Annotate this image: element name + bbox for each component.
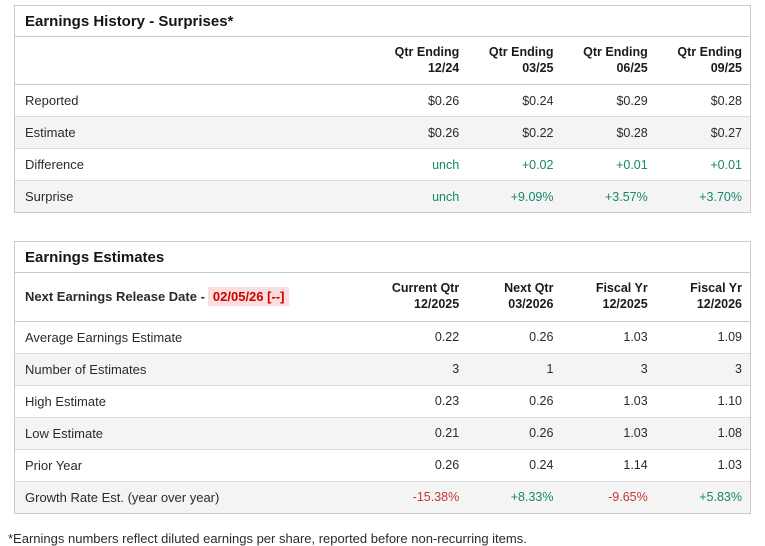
earnings-estimates-title: Earnings Estimates <box>15 242 750 274</box>
earnings-estimates-header-row: Next Earnings Release Date -02/05/26 [--… <box>15 273 750 321</box>
row-label: Reported <box>25 93 79 109</box>
cell-value: $0.24 <box>522 93 554 108</box>
cell-value: 1.14 <box>623 458 648 472</box>
cell-value: 0.26 <box>529 394 554 408</box>
row-label: Average Earnings Estimate <box>25 329 183 345</box>
cell-value: $0.26 <box>427 93 460 108</box>
cell-value: 1.03 <box>623 426 648 440</box>
earnings-history-table: Qtr Ending 12/24 Qtr Ending 03/25 Qtr Endi… <box>15 37 750 213</box>
estimates-col-header-fiscal-yr-1: Fiscal Yr 12/2025 <box>561 273 655 321</box>
col-header-line1: Qtr Ending <box>583 45 648 59</box>
col-header-line2: 09/25 <box>710 60 742 75</box>
cell-value: +3.57% <box>604 189 648 204</box>
cell-value: 1.03 <box>623 394 648 408</box>
col-header-line2: 03/2026 <box>508 296 554 311</box>
table-row-estimate: Estimate $0.26 $0.22 $0.28 $0.27 <box>15 116 750 149</box>
cell-value: -9.65% <box>608 490 648 504</box>
table-row-low-estimate: Low Estimate 0.21 0.26 1.03 1.08 <box>15 417 750 449</box>
cell-value: 3 <box>640 362 648 376</box>
cell-value: unch <box>432 157 460 172</box>
cell-value: 1.09 <box>717 330 742 344</box>
cell-value: $0.29 <box>616 93 648 108</box>
history-col-header-q3: Qtr Ending 06/25 <box>561 37 655 85</box>
col-header-line1: Qtr Ending <box>394 45 460 59</box>
earnings-history-title: Earnings History - Surprises* <box>15 6 750 37</box>
cell-value: +0.01 <box>616 157 648 172</box>
earnings-estimates-card: Earnings Estimates Next Earnings Release… <box>14 241 751 514</box>
empty-header-cell <box>15 37 373 85</box>
row-label: Surprise <box>25 189 74 205</box>
earnings-footnote: *Earnings numbers reflect diluted earnin… <box>8 530 527 546</box>
row-label: Prior Year <box>25 457 83 473</box>
cell-value: 1.10 <box>717 394 742 408</box>
earnings-history-card: Earnings History - Surprises* Qtr Ending… <box>14 5 751 214</box>
row-label: Difference <box>25 157 85 173</box>
cell-value: +0.01 <box>710 157 742 172</box>
next-earnings-release-label: Next Earnings Release Date - <box>25 288 205 304</box>
history-col-header-q4: Qtr Ending 09/25 <box>656 37 750 85</box>
cell-value: 0.22 <box>434 330 460 344</box>
cell-value: $0.27 <box>710 125 742 140</box>
table-row-surprise: Surprise unch +9.09% +3.57% +3.70% <box>15 180 750 213</box>
cell-value: 0.21 <box>434 426 460 440</box>
col-header-line2: 12/24 <box>427 60 460 75</box>
estimates-col-header-next-qtr: Next Qtr 03/2026 <box>467 273 561 321</box>
col-header-line2: 12/2025 <box>602 296 648 311</box>
row-label: Number of Estimates <box>25 361 147 377</box>
col-header-line2: 12/2025 <box>414 296 460 311</box>
cell-value: 1.03 <box>717 458 742 472</box>
cell-value: +3.70% <box>699 189 742 204</box>
cell-value: 0.24 <box>529 458 554 472</box>
col-header-line2: 12/2026 <box>696 296 742 311</box>
col-header-line1: Qtr Ending <box>488 45 554 59</box>
next-earnings-release-date: 02/05/26 [--] <box>207 286 290 306</box>
col-header-line1: Current Qtr <box>391 281 460 296</box>
table-row-high-estimate: High Estimate 0.23 0.26 1.03 1.10 <box>15 385 750 417</box>
col-header-line2: 06/25 <box>616 60 648 75</box>
cell-value: $0.26 <box>427 125 460 140</box>
history-col-header-q1: Qtr Ending 12/24 <box>373 37 467 85</box>
cell-value: $0.22 <box>522 125 554 140</box>
row-label: Growth Rate Est. (year over year) <box>25 489 220 505</box>
estimates-col-header-current-qtr: Current Qtr 12/2025 <box>373 273 467 321</box>
earnings-history-header-row: Qtr Ending 12/24 Qtr Ending 03/25 Qtr Endi… <box>15 37 750 85</box>
col-header-line1: Fiscal Yr <box>690 281 742 296</box>
cell-value: 1 <box>546 362 554 376</box>
cell-value: +9.09% <box>510 189 554 204</box>
col-header-line1: Next Qtr <box>504 281 554 296</box>
cell-value: 0.26 <box>529 426 554 440</box>
history-col-header-q2: Qtr Ending 03/25 <box>467 37 561 85</box>
cell-value: -15.38% <box>412 490 460 504</box>
row-label: High Estimate <box>25 393 106 409</box>
cell-value: unch <box>432 189 460 204</box>
col-header-line1: Qtr Ending <box>677 45 742 59</box>
cell-value: 3 <box>452 362 460 376</box>
cell-value: 1.08 <box>717 426 742 440</box>
table-row-difference: Difference unch +0.02 +0.01 +0.01 <box>15 149 750 181</box>
row-label: Estimate <box>25 125 76 141</box>
cell-value: 3 <box>735 362 742 376</box>
table-row-growth-rate: Growth Rate Est. (year over year) -15.38… <box>15 481 750 513</box>
cell-value: +8.33% <box>510 490 554 504</box>
cell-value: 0.23 <box>434 394 460 408</box>
cell-value: 0.26 <box>434 458 460 472</box>
estimates-col-header-fiscal-yr-2: Fiscal Yr 12/2026 <box>656 273 750 321</box>
next-earnings-release-cell: Next Earnings Release Date -02/05/26 [--… <box>15 273 373 321</box>
table-row-prior-year: Prior Year 0.26 0.24 1.14 1.03 <box>15 449 750 481</box>
table-row-average-earnings-estimate: Average Earnings Estimate 0.22 0.26 1.03… <box>15 321 750 353</box>
earnings-estimates-table: Next Earnings Release Date -02/05/26 [--… <box>15 273 750 513</box>
cell-value: +0.02 <box>521 157 554 172</box>
table-row-number-of-estimates: Number of Estimates 3 1 3 3 <box>15 353 750 385</box>
cell-value: +5.83% <box>699 490 742 504</box>
cell-value: 0.26 <box>529 330 554 344</box>
row-label: Low Estimate <box>25 425 104 441</box>
col-header-line2: 03/25 <box>522 60 554 75</box>
table-row-reported: Reported $0.26 $0.24 $0.29 $0.28 <box>15 85 750 117</box>
cell-value: $0.28 <box>616 125 648 140</box>
cell-value: 1.03 <box>623 330 648 344</box>
col-header-line1: Fiscal Yr <box>595 281 648 296</box>
cell-value: $0.28 <box>710 93 742 108</box>
